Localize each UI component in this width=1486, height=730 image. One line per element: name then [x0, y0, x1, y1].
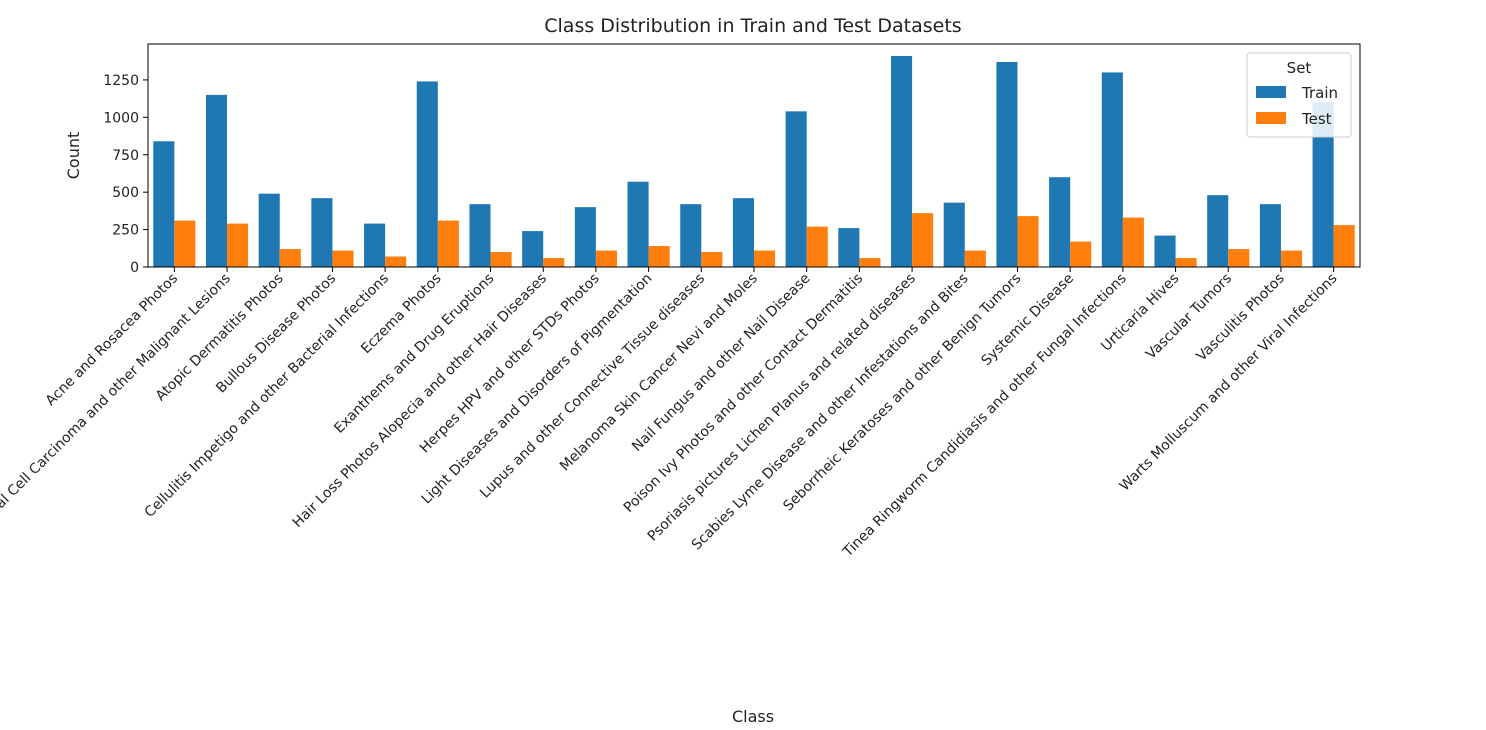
- x-tick-label-13: Poison Ivy Photos and other Contact Derm…: [621, 271, 866, 516]
- y-axis: 0 250 500 750 1000 1250: [103, 73, 148, 276]
- bar-train-22: [1312, 102, 1334, 267]
- x-axis-label: Class: [732, 707, 774, 726]
- bar-test-17: [1070, 241, 1092, 267]
- bar-train-1: [205, 94, 228, 268]
- x-tick-label-11: Melanoma Skin Cancer Nevi and Moles: [557, 271, 761, 475]
- bar-test-3: [332, 250, 354, 267]
- x-tick-label-17: Systemic Disease: [978, 271, 1077, 370]
- bar-train-15: [943, 202, 965, 267]
- bar-train-6: [469, 204, 491, 267]
- y-tick-label-3: 750: [112, 148, 139, 164]
- bar-train-13: [838, 228, 860, 267]
- bar-train-20: [1207, 195, 1229, 267]
- bar-train-19: [1154, 235, 1176, 267]
- bar-test-15: [964, 250, 986, 267]
- bar-test-14: [912, 213, 934, 267]
- bar-train-0: [153, 141, 175, 267]
- bar-test-11: [754, 250, 776, 267]
- y-axis-label: Count: [64, 132, 83, 180]
- y-tick-label-0: 0: [130, 260, 139, 276]
- bar-test-5: [437, 220, 459, 267]
- bar-train-3: [311, 198, 333, 267]
- bar-train-21: [1259, 204, 1281, 267]
- chart-title: Class Distribution in Train and Test Dat…: [544, 15, 961, 37]
- y-tick-label-2: 500: [112, 185, 139, 201]
- legend-swatch-train: [1256, 86, 1286, 98]
- bars-group: [153, 55, 1355, 268]
- bar-test-7: [543, 258, 565, 267]
- bar-test-20: [1228, 249, 1250, 267]
- bar-test-21: [1280, 250, 1303, 267]
- bar-train-2: [258, 193, 280, 267]
- y-tick-label-4: 1000: [103, 110, 139, 126]
- bar-test-16: [1017, 216, 1039, 267]
- legend-label-train: Train: [1301, 84, 1338, 102]
- bar-test-13: [859, 258, 881, 267]
- x-tick-label-4: Cellulitis Impetigo and other Bacterial …: [142, 271, 392, 521]
- legend-swatch-test: [1256, 112, 1286, 124]
- bar-train-11: [732, 198, 754, 267]
- plot-frame: [147, 43, 1361, 268]
- x-tick-label-21: Vasculitis Photos: [1194, 271, 1288, 365]
- bar-train-12: [785, 111, 807, 267]
- bar-test-12: [806, 226, 828, 267]
- bar-train-5: [416, 81, 438, 267]
- bar-train-16: [996, 61, 1018, 267]
- bar-test-1: [227, 223, 249, 267]
- y-tick-label-1: 250: [112, 223, 139, 239]
- bar-test-4: [385, 256, 407, 267]
- x-axis: Acne and Rosacea PhotosActinic Keratosis…: [0, 267, 1340, 614]
- bar-train-10: [680, 204, 702, 267]
- bar-train-14: [891, 55, 913, 267]
- bar-test-8: [595, 250, 617, 267]
- bar-train-9: [627, 181, 649, 267]
- y-tick-label-5: 1250: [103, 73, 139, 89]
- bar-train-7: [522, 231, 544, 267]
- bar-train-4: [364, 223, 386, 267]
- bar-test-2: [279, 249, 301, 267]
- bar-test-0: [174, 220, 196, 267]
- bar-test-22: [1333, 225, 1355, 267]
- bar-test-10: [701, 252, 723, 267]
- bar-test-18: [1122, 217, 1144, 267]
- legend: Set Train Test: [1246, 52, 1352, 138]
- bar-test-19: [1175, 258, 1197, 267]
- bar-train-17: [1049, 177, 1071, 267]
- bar-test-9: [648, 246, 670, 267]
- bar-train-18: [1101, 72, 1123, 267]
- legend-title: Set: [1287, 59, 1312, 77]
- legend-label-test: Test: [1301, 110, 1332, 128]
- bar-train-8: [574, 207, 596, 267]
- bar-test-6: [490, 252, 512, 267]
- x-tick-label-7: Hair Loss Photos Alopecia and other Hair…: [290, 271, 550, 531]
